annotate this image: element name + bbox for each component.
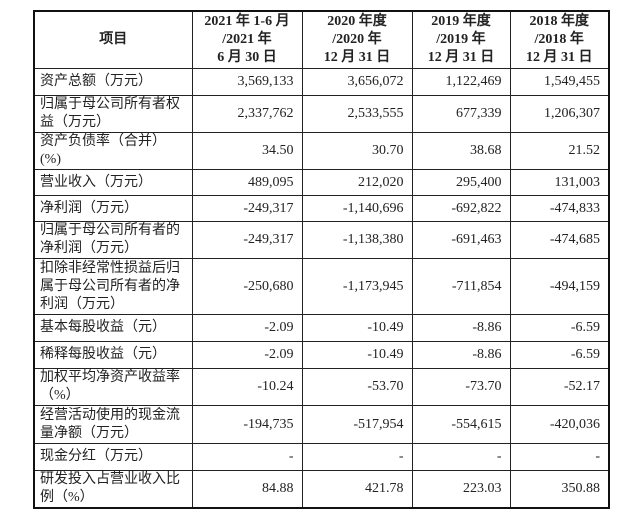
- cell-value: -250,680: [191, 258, 303, 315]
- financial-data-table: 项目 2021 年 1-6 月/2021 年 6 月 30 日 2020 年度/202…: [33, 10, 610, 509]
- header-period: 2020 年度/2020 年 12 月 31 日: [301, 10, 413, 69]
- header-line: 2021 年 1-6 月: [204, 14, 290, 29]
- cell-value: -691,463: [411, 221, 511, 259]
- table-row: 资产总额（万元） 3,569,133 3,656,072 1,122,469 1,549…: [33, 68, 610, 96]
- header-item: 项目: [33, 10, 193, 69]
- header-line: 12 月 31 日: [323, 50, 391, 65]
- cell-value: -711,854: [411, 258, 511, 315]
- row-label: 现金分红（万元）: [33, 443, 193, 471]
- table-row: 营业收入（万元） 489,095 212,020 295,400 131,003: [33, 169, 610, 196]
- cell-value: 1,549,455: [509, 68, 610, 96]
- cell-value: 30.70: [301, 132, 413, 170]
- cell-value: -52.17: [509, 368, 610, 406]
- cell-value: 38.68: [411, 132, 511, 170]
- row-label: 资产负债率（合并）(%): [33, 132, 193, 170]
- cell-value: 212,020: [301, 169, 413, 196]
- cell-value: -494,159: [509, 258, 610, 315]
- row-label: 加权平均净资产收益率（%）: [33, 368, 193, 406]
- cell-value: -249,317: [191, 221, 303, 259]
- header-line: 12 月 31 日: [427, 50, 495, 65]
- cell-value: -6.59: [509, 341, 610, 369]
- cell-value: -8.86: [411, 314, 511, 342]
- header-period: 2019 年度/2019 年 12 月 31 日: [411, 10, 511, 69]
- cell-value: 223.03: [411, 470, 511, 509]
- cell-value: 677,339: [411, 95, 511, 133]
- cell-value: -10.49: [301, 314, 413, 342]
- cell-value: -6.59: [509, 314, 610, 342]
- cell-value: -554,615: [411, 405, 511, 444]
- cell-value: -: [509, 443, 610, 471]
- header-line: 2020 年度: [327, 14, 387, 29]
- row-label: 经营活动使用的现金流量净额（万元）: [33, 405, 193, 444]
- row-label: 研发投入占营业收入比例（%）: [33, 470, 193, 509]
- cell-value: 295,400: [411, 169, 511, 196]
- cell-value: -474,685: [509, 221, 610, 259]
- header-line: 12 月 31 日: [526, 50, 593, 65]
- table-row: 现金分红（万元） - - - -: [33, 443, 610, 471]
- cell-value: -692,822: [411, 195, 511, 222]
- cell-value: -8.86: [411, 341, 511, 369]
- cell-value: -53.70: [301, 368, 413, 406]
- row-label: 净利润（万元）: [33, 195, 193, 222]
- cell-value: 489,095: [191, 169, 303, 196]
- header-line: /2020 年: [332, 32, 382, 47]
- cell-value: -1,173,945: [301, 258, 413, 315]
- cell-value: -: [411, 443, 511, 471]
- cell-value: 21.52: [509, 132, 610, 170]
- header-line: /2019 年: [436, 32, 486, 47]
- row-label: 基本每股收益（元）: [33, 314, 193, 342]
- cell-value: -420,036: [509, 405, 610, 444]
- cell-value: 1,122,469: [411, 68, 511, 96]
- table-row: 归属于母公司所有者权益（万元） 2,337,762 2,533,555 677,339…: [33, 95, 610, 133]
- header-line: 2018 年度: [529, 14, 590, 29]
- header-period: 2021 年 1-6 月/2021 年 6 月 30 日: [191, 10, 303, 69]
- cell-value: -517,954: [301, 405, 413, 444]
- cell-value: 131,003: [509, 169, 610, 196]
- row-label: 归属于母公司所有者权益（万元）: [33, 95, 193, 133]
- table-row: 基本每股收益（元） -2.09 -10.49 -8.86 -6.59: [33, 314, 610, 342]
- table-row: 归属于母公司所有者的净利润（万元） -249,317 -1,138,380 -691,…: [33, 221, 610, 259]
- row-label: 资产总额（万元）: [33, 68, 193, 96]
- header-line: /2021 年: [222, 32, 272, 47]
- table-row: 加权平均净资产收益率（%） -10.24 -53.70 -73.70 -52.17: [33, 368, 610, 406]
- cell-value: -249,317: [191, 195, 303, 222]
- table-row: 经营活动使用的现金流量净额（万元） -194,735 -517,954 -554,61…: [33, 405, 610, 444]
- row-label: 扣除非经常性损益后归属于母公司所有者的净利润（万元）: [33, 258, 193, 315]
- cell-value: 2,533,555: [301, 95, 413, 133]
- header-line: 项目: [99, 32, 128, 47]
- cell-value: -10.49: [301, 341, 413, 369]
- table-row: 研发投入占营业收入比例（%） 84.88 421.78 223.03 350.88: [33, 470, 610, 509]
- cell-value: -10.24: [191, 368, 303, 406]
- cell-value: -: [191, 443, 303, 471]
- cell-value: 1,206,307: [509, 95, 610, 133]
- cell-value: 84.88: [191, 470, 303, 509]
- table-row: 稀释每股收益（元） -2.09 -10.49 -8.86 -6.59: [33, 341, 610, 369]
- cell-value: -2.09: [191, 314, 303, 342]
- table-row: 扣除非经常性损益后归属于母公司所有者的净利润（万元） -250,680 -1,173…: [33, 258, 610, 315]
- cell-value: 34.50: [191, 132, 303, 170]
- row-label: 归属于母公司所有者的净利润（万元）: [33, 221, 193, 259]
- cell-value: -474,833: [509, 195, 610, 222]
- header-row: 项目 2021 年 1-6 月/2021 年 6 月 30 日 2020 年度/202…: [33, 10, 610, 69]
- cell-value: -194,735: [191, 405, 303, 444]
- table-row: 资产负债率（合并）(%) 34.50 30.70 38.68 21.52: [33, 132, 610, 170]
- row-label: 营业收入（万元）: [33, 169, 193, 196]
- cell-value: 3,569,133: [191, 68, 303, 96]
- cell-value: -2.09: [191, 341, 303, 369]
- cell-value: 350.88: [509, 470, 610, 509]
- table-row: 净利润（万元） -249,317 -1,140,696 -692,822 -474,83…: [33, 195, 610, 222]
- header-period: 2018 年度/2018 年 12 月 31 日: [509, 10, 610, 69]
- cell-value: 3,656,072: [301, 68, 413, 96]
- cell-value: -: [301, 443, 413, 471]
- row-label: 稀释每股收益（元）: [33, 341, 193, 369]
- cell-value: 2,337,762: [191, 95, 303, 133]
- cell-value: -1,140,696: [301, 195, 413, 222]
- header-line: /2018 年: [534, 32, 584, 47]
- cell-value: -73.70: [411, 368, 511, 406]
- header-line: 2019 年度: [431, 14, 491, 29]
- cell-value: -1,138,380: [301, 221, 413, 259]
- header-line: 6 月 30 日: [217, 50, 277, 65]
- cell-value: 421.78: [301, 470, 413, 509]
